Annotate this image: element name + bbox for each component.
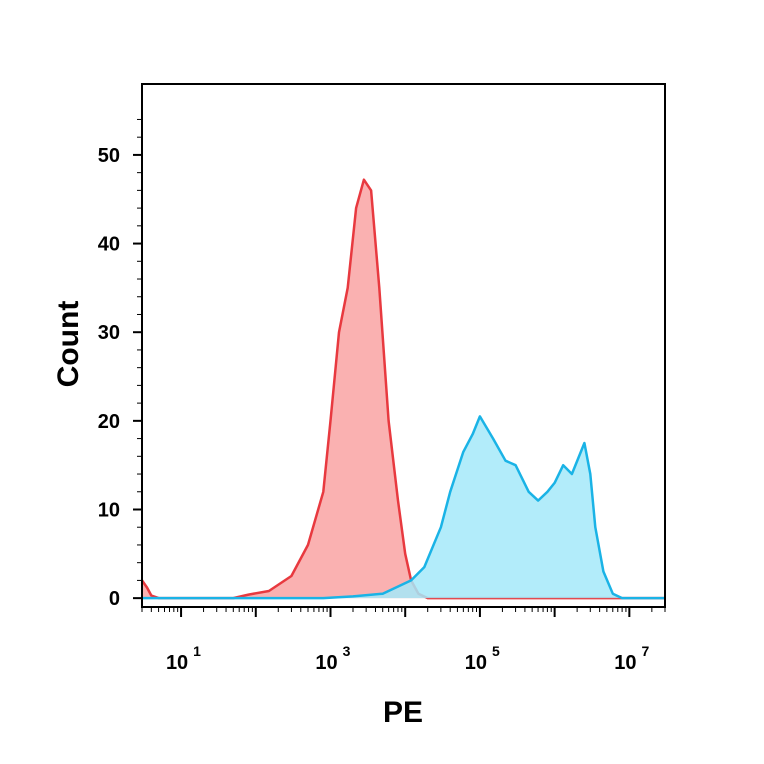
series-layer xyxy=(140,178,665,600)
y-tick-label: 0 xyxy=(109,588,120,610)
x-axis-title: PE xyxy=(383,696,423,729)
x-tick-exponent: 7 xyxy=(641,643,649,659)
histogram-area xyxy=(142,416,665,599)
x-tick-exponent: 5 xyxy=(492,643,500,659)
y-axis: 0 10 20 30 40 50 xyxy=(98,118,142,610)
x-tick-label: 10 5 xyxy=(465,643,500,674)
x-tick-exponent: 3 xyxy=(343,643,351,659)
y-tick-label: 10 xyxy=(98,499,120,521)
histogram-line xyxy=(142,415,665,600)
y-tick-label: 20 xyxy=(98,411,120,433)
x-tick-base: 10 xyxy=(614,652,636,674)
x-tick-label: 10 7 xyxy=(614,643,649,674)
x-tick-base: 10 xyxy=(465,652,487,674)
x-tick-base: 10 xyxy=(166,652,188,674)
y-axis-title: Count xyxy=(52,301,85,388)
x-axis: 10 1 10 3 10 5 10 7 xyxy=(141,607,666,674)
x-tick-base: 10 xyxy=(315,652,337,674)
x-tick-exponent: 1 xyxy=(193,643,201,659)
y-tick-label: 30 xyxy=(98,322,120,344)
y-tick-label: 50 xyxy=(98,145,120,167)
plot-frame xyxy=(141,83,666,608)
y-tick-label: 40 xyxy=(98,234,120,256)
histogram-series-2 xyxy=(142,415,665,600)
x-tick-label: 10 3 xyxy=(315,643,350,674)
x-tick-label: 10 1 xyxy=(166,643,201,674)
